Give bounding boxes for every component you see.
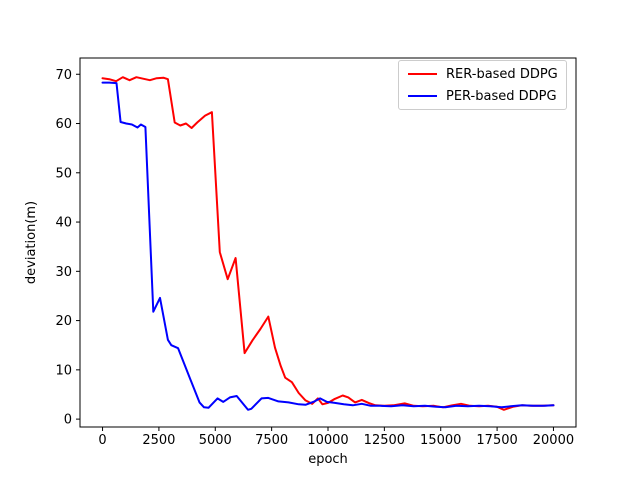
x-tick-label: 2500 xyxy=(142,433,175,448)
x-axis-label: epoch xyxy=(308,452,348,467)
y-axis-ticks: 0 10 20 30 40 50 60 70 xyxy=(55,68,80,428)
legend-line-swatch-rer xyxy=(408,73,437,75)
x-tick-label: 10000 xyxy=(307,433,348,448)
x-axis-ticks: 0 2500 5000 7500 10000 12500 15000 17500 20000 xyxy=(98,427,574,448)
x-tick-label: 5000 xyxy=(199,433,232,448)
legend-item: RER-based DDPG xyxy=(408,66,558,82)
x-tick-label: 0 xyxy=(98,433,106,448)
y-tick-label: 0 xyxy=(64,413,72,428)
x-tick-label: 12500 xyxy=(364,433,405,448)
y-tick-label: 20 xyxy=(55,314,72,329)
y-tick-label: 30 xyxy=(55,265,72,280)
y-axis-label: deviation(m) xyxy=(24,201,39,284)
x-tick-label: 15000 xyxy=(420,433,461,448)
x-tick-label: 7500 xyxy=(255,433,288,448)
legend-line-swatch-per xyxy=(408,95,437,97)
legend-label: RER-based DDPG xyxy=(446,66,558,82)
legend: RER-based DDPG PER-based DDPG xyxy=(398,60,567,110)
y-tick-label: 60 xyxy=(55,117,72,132)
y-tick-label: 10 xyxy=(55,363,72,378)
legend-item: PER-based DDPG xyxy=(408,89,557,104)
y-tick-label: 40 xyxy=(55,216,72,231)
plot-border xyxy=(79,57,577,428)
series-line-rer xyxy=(101,76,555,411)
legend-label: PER-based DDPG xyxy=(446,88,557,104)
x-tick-label: 17500 xyxy=(476,433,517,448)
x-tick-label: 20000 xyxy=(533,433,574,448)
series-lines xyxy=(101,76,555,411)
series-line-per xyxy=(101,81,555,411)
y-tick-label: 50 xyxy=(55,166,72,181)
y-tick-label: 70 xyxy=(55,68,72,83)
